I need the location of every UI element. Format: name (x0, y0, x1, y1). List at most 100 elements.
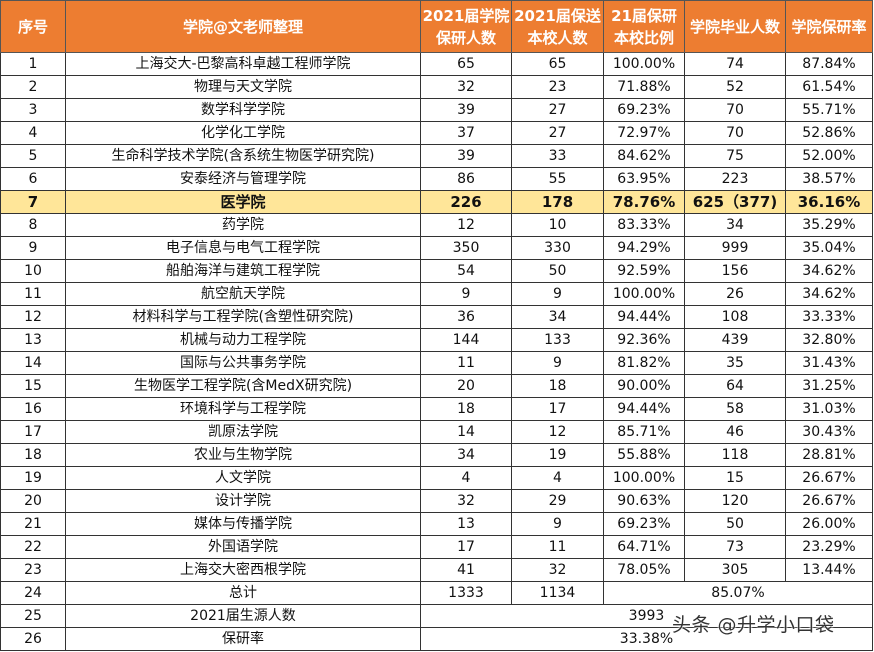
cell-own-ratio: 100.00% (603, 466, 685, 490)
cell-number: 1 (0, 52, 66, 76)
cell-number: 20 (0, 489, 66, 513)
cell-own-school: 34 (511, 305, 604, 329)
cell-recommended: 18 (420, 397, 512, 421)
table-row: 2 物理与天文学院 32 23 71.88% 52 61.54% (0, 75, 873, 99)
cell-own-ratio: 81.82% (603, 351, 685, 375)
cell-own-school: 65 (511, 52, 604, 76)
cell-number: 5 (0, 144, 66, 168)
cell-own-ratio: 69.23% (603, 512, 685, 536)
cell-graduates: 625（377) (684, 190, 786, 214)
cell-college: 机械与动力工程学院 (65, 328, 421, 352)
cell-own-school: 4 (511, 466, 604, 490)
cell-own-school: 11 (511, 535, 604, 559)
cell-own-ratio: 83.33% (603, 213, 685, 237)
cell-graduates: 52 (684, 75, 786, 99)
cell-graduates: 439 (684, 328, 786, 352)
cell-recommended: 11 (420, 351, 512, 375)
cell-number: 21 (0, 512, 66, 536)
rate-value: 33.38% (420, 627, 873, 651)
cell-number: 2 (0, 75, 66, 99)
cell-number: 7 (0, 190, 66, 214)
cell-graduates: 75 (684, 144, 786, 168)
cell-own-ratio: 55.88% (603, 443, 685, 467)
table-row: 1 上海交大-巴黎高科卓越工程师学院 65 65 100.00% 74 87.84% (0, 52, 873, 76)
cell-number: 13 (0, 328, 66, 352)
cell-own-school: 9 (511, 282, 604, 306)
cell-rate: 35.04% (785, 236, 873, 260)
cell-graduates: 34 (684, 213, 786, 237)
cell-own-ratio: 78.05% (603, 558, 685, 582)
cell-recommended: 32 (420, 75, 512, 99)
cell-recommended: 37 (420, 121, 512, 145)
table-row: 23 上海交大密西根学院 41 32 78.05% 305 13.44% (0, 558, 873, 582)
cell-own-school: 18 (511, 374, 604, 398)
cell-number: 17 (0, 420, 66, 444)
cell-college: 环境科学与工程学院 (65, 397, 421, 421)
cell-graduates: 46 (684, 420, 786, 444)
cell-rate: 61.54% (785, 75, 873, 99)
header-col-rate: 学院保研率 (785, 0, 873, 53)
cell-college: 电子信息与电气工程学院 (65, 236, 421, 260)
cell-college: 船舶海洋与建筑工程学院 (65, 259, 421, 283)
cell-own-school: 50 (511, 259, 604, 283)
row-number: 25 (0, 604, 66, 628)
cell-rate: 36.16% (785, 190, 873, 214)
cell-number: 9 (0, 236, 66, 260)
cell-number: 18 (0, 443, 66, 467)
cell-graduates: 74 (684, 52, 786, 76)
cell-recommended: 226 (420, 190, 512, 214)
table-row: 16 环境科学与工程学院 18 17 94.44% 58 31.03% (0, 397, 873, 421)
cell-own-school: 133 (511, 328, 604, 352)
cell-recommended: 86 (420, 167, 512, 191)
cell-number: 16 (0, 397, 66, 421)
table-row: 18 农业与生物学院 34 19 55.88% 118 28.81% (0, 443, 873, 467)
table-row: 14 国际与公共事务学院 11 9 81.82% 35 31.43% (0, 351, 873, 375)
table-row: 21 媒体与传播学院 13 9 69.23% 50 26.00% (0, 512, 873, 536)
cell-college: 航空航天学院 (65, 282, 421, 306)
cell-recommended: 65 (420, 52, 512, 76)
cell-own-school: 32 (511, 558, 604, 582)
table-row: 5 生命科学技术学院(含系统生物医学研究院) 39 33 84.62% 75 52.00% (0, 144, 873, 168)
cell-own-ratio: 92.36% (603, 328, 685, 352)
cell-own-ratio: 90.63% (603, 489, 685, 513)
total-own-school: 1134 (511, 581, 604, 605)
cell-own-ratio: 69.23% (603, 98, 685, 122)
cell-recommended: 12 (420, 213, 512, 237)
row-number: 26 (0, 627, 66, 651)
cell-college: 外国语学院 (65, 535, 421, 559)
header-col-own-school: 2021届保送本校人数 (511, 0, 604, 53)
cell-number: 22 (0, 535, 66, 559)
table-row: 4 化学化工学院 37 27 72.97% 70 52.86% (0, 121, 873, 145)
cell-own-ratio: 78.76% (603, 190, 685, 214)
cell-recommended: 36 (420, 305, 512, 329)
table-row: 11 航空航天学院 9 9 100.00% 26 34.62% (0, 282, 873, 306)
cell-college: 生物医学工程学院(含MedX研究院) (65, 374, 421, 398)
rate-label: 保研率 (65, 627, 421, 651)
cell-rate: 33.33% (785, 305, 873, 329)
cell-college: 媒体与传播学院 (65, 512, 421, 536)
table-row: 15 生物医学工程学院(含MedX研究院) 20 18 90.00% 64 31.25% (0, 374, 873, 398)
cell-rate: 26.00% (785, 512, 873, 536)
cell-college: 数学科学学院 (65, 98, 421, 122)
cell-graduates: 64 (684, 374, 786, 398)
cell-rate: 26.67% (785, 466, 873, 490)
watermark: 头条 @升学小口袋 (672, 614, 835, 636)
header-col-college: 学院@文老师整理 (65, 0, 421, 53)
cell-graduates: 73 (684, 535, 786, 559)
cell-own-school: 27 (511, 98, 604, 122)
table-row: 13 机械与动力工程学院 144 133 92.36% 439 32.80% (0, 328, 873, 352)
cell-number: 19 (0, 466, 66, 490)
table-row: 20 设计学院 32 29 90.63% 120 26.67% (0, 489, 873, 513)
cell-rate: 28.81% (785, 443, 873, 467)
cell-number: 23 (0, 558, 66, 582)
cell-college: 农业与生物学院 (65, 443, 421, 467)
cell-rate: 31.25% (785, 374, 873, 398)
cell-college: 安泰经济与管理学院 (65, 167, 421, 191)
table-row: 22 外国语学院 17 11 64.71% 73 23.29% (0, 535, 873, 559)
cell-college: 国际与公共事务学院 (65, 351, 421, 375)
cell-number: 6 (0, 167, 66, 191)
cell-graduates: 70 (684, 121, 786, 145)
table-row: 3 数学科学学院 39 27 69.23% 70 55.71% (0, 98, 873, 122)
cell-recommended: 41 (420, 558, 512, 582)
